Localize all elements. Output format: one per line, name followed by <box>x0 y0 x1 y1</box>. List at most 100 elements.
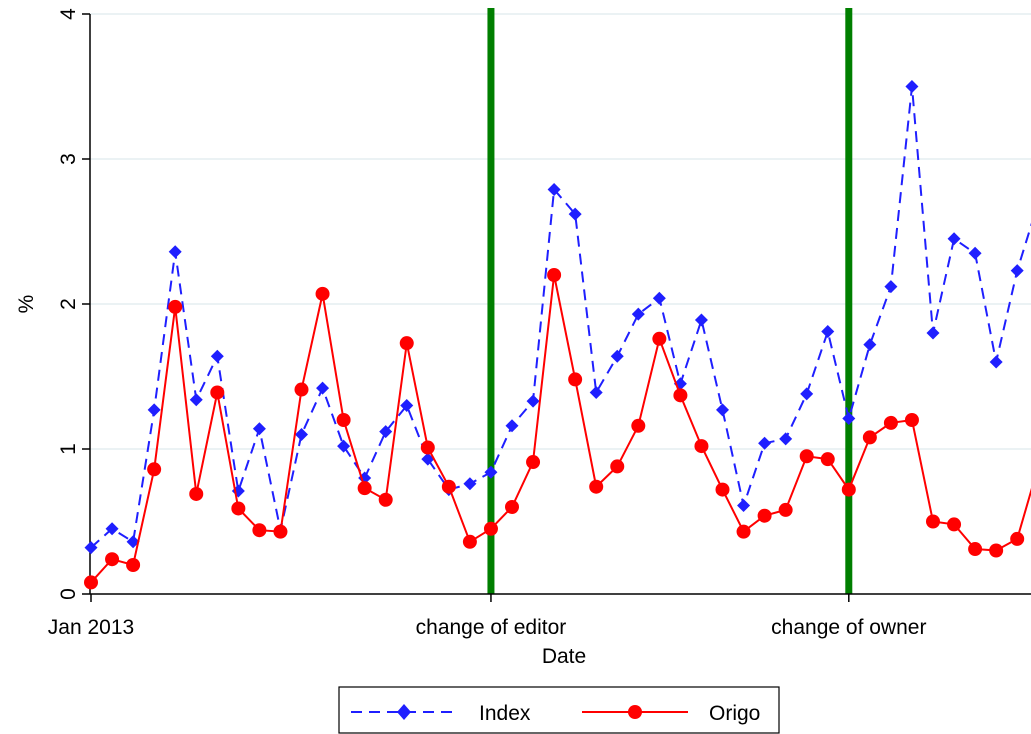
data-point-index <box>652 291 666 305</box>
legend-marker-index <box>397 704 411 720</box>
data-point-origo <box>336 413 351 427</box>
data-point-index <box>631 307 645 321</box>
x-tick-label: change of owner <box>771 616 926 639</box>
data-point-origo <box>505 500 519 514</box>
data-point-origo <box>883 415 898 430</box>
data-point-index <box>842 412 856 426</box>
data-point-index <box>316 381 330 395</box>
legend-box <box>338 686 780 734</box>
data-point-origo <box>126 558 141 572</box>
data-point-origo <box>441 479 456 494</box>
data-point-origo <box>420 440 435 455</box>
legend: Index Origo <box>338 686 780 734</box>
data-point-origo <box>736 524 751 539</box>
data-point-index <box>105 522 119 536</box>
data-point-index <box>800 387 814 401</box>
data-point-index <box>547 182 561 196</box>
data-point-index <box>526 394 540 408</box>
data-point-origo <box>378 492 393 507</box>
data-point-index <box>168 245 182 259</box>
data-point-index <box>505 419 519 433</box>
data-point-index <box>694 313 708 327</box>
data-point-index <box>737 499 751 513</box>
data-point-index <box>147 403 161 417</box>
data-point-index <box>210 349 224 363</box>
data-point-origo <box>841 482 856 497</box>
data-point-index <box>337 439 351 453</box>
data-point-origo <box>589 479 604 494</box>
data-point-index <box>716 403 729 417</box>
data-point-origo <box>294 382 309 397</box>
data-point-index <box>421 452 435 466</box>
series-line-origo <box>90 274 1031 584</box>
data-point-origo <box>526 455 541 470</box>
data-point-index <box>463 477 477 491</box>
data-point-index <box>863 338 877 352</box>
data-point-origo <box>147 462 162 477</box>
data-point-origo <box>799 449 814 464</box>
x-axis-title: Date <box>542 645 586 668</box>
data-point-origo <box>105 552 120 567</box>
legend-marker-origo <box>628 705 642 719</box>
data-point-index <box>779 432 793 446</box>
data-point-origo <box>547 268 562 282</box>
y-axis-title: % <box>15 295 38 314</box>
data-point-origo <box>84 575 98 590</box>
data-point-index <box>400 399 414 412</box>
y-tick-label: 0 <box>57 588 80 600</box>
data-point-origo <box>926 514 940 529</box>
data-point-origo <box>273 524 288 539</box>
data-point-origo <box>968 542 983 557</box>
legend-item-origo: Origo <box>582 702 760 725</box>
x-tick-label: change of editor <box>416 616 567 639</box>
event-lines <box>487 8 853 594</box>
data-point-origo <box>947 517 962 532</box>
data-point-origo <box>820 452 835 467</box>
data-point-index <box>610 349 624 363</box>
data-point-origo <box>862 430 877 445</box>
grid-lines <box>90 13 1031 450</box>
data-point-origo <box>568 372 583 387</box>
data-point-index <box>926 326 940 340</box>
data-point-origo <box>715 482 730 497</box>
data-point-origo <box>610 459 625 474</box>
data-point-index <box>295 428 308 441</box>
data-point-index <box>568 207 582 221</box>
data-point-index <box>821 325 835 339</box>
data-point-origo <box>989 543 1004 558</box>
data-point-origo <box>652 331 667 346</box>
data-point-origo <box>757 508 772 523</box>
data-point-index <box>589 385 603 399</box>
data-point-index <box>1010 264 1024 278</box>
data-point-origo <box>168 299 183 314</box>
data-point-index <box>252 422 266 436</box>
data-point-origo <box>252 523 267 538</box>
data-point-origo <box>210 385 225 400</box>
data-point-index <box>947 232 961 246</box>
data-point-origo <box>462 534 477 549</box>
data-point-origo <box>357 481 372 496</box>
y-tick-label: 2 <box>57 298 80 310</box>
x-tick-label: Jan 2013 <box>48 616 134 639</box>
y-tick-label: 4 <box>57 8 80 20</box>
data-point-origo <box>189 486 204 501</box>
legend-label-index: Index <box>479 702 531 725</box>
data-point-index <box>989 355 1003 369</box>
data-point-origo <box>315 286 330 301</box>
legend-item-index: Index <box>351 702 531 725</box>
data-point-origo <box>399 336 414 351</box>
data-point-index <box>484 465 498 479</box>
data-point-index <box>379 425 393 439</box>
x-ticks: Jan 2013 change of editor change of owner <box>48 594 926 639</box>
y-ticks: 0 1 2 3 4 <box>57 8 90 600</box>
data-point-index <box>884 280 898 294</box>
data-point-index <box>758 436 772 450</box>
y-tick-label: 3 <box>57 153 80 165</box>
data-point-origo <box>673 388 688 403</box>
data-point-index <box>189 393 203 407</box>
data-point-index <box>905 80 919 93</box>
legend-label-origo: Origo <box>709 702 760 725</box>
data-point-origo <box>904 413 919 427</box>
data-point-index <box>84 541 98 555</box>
